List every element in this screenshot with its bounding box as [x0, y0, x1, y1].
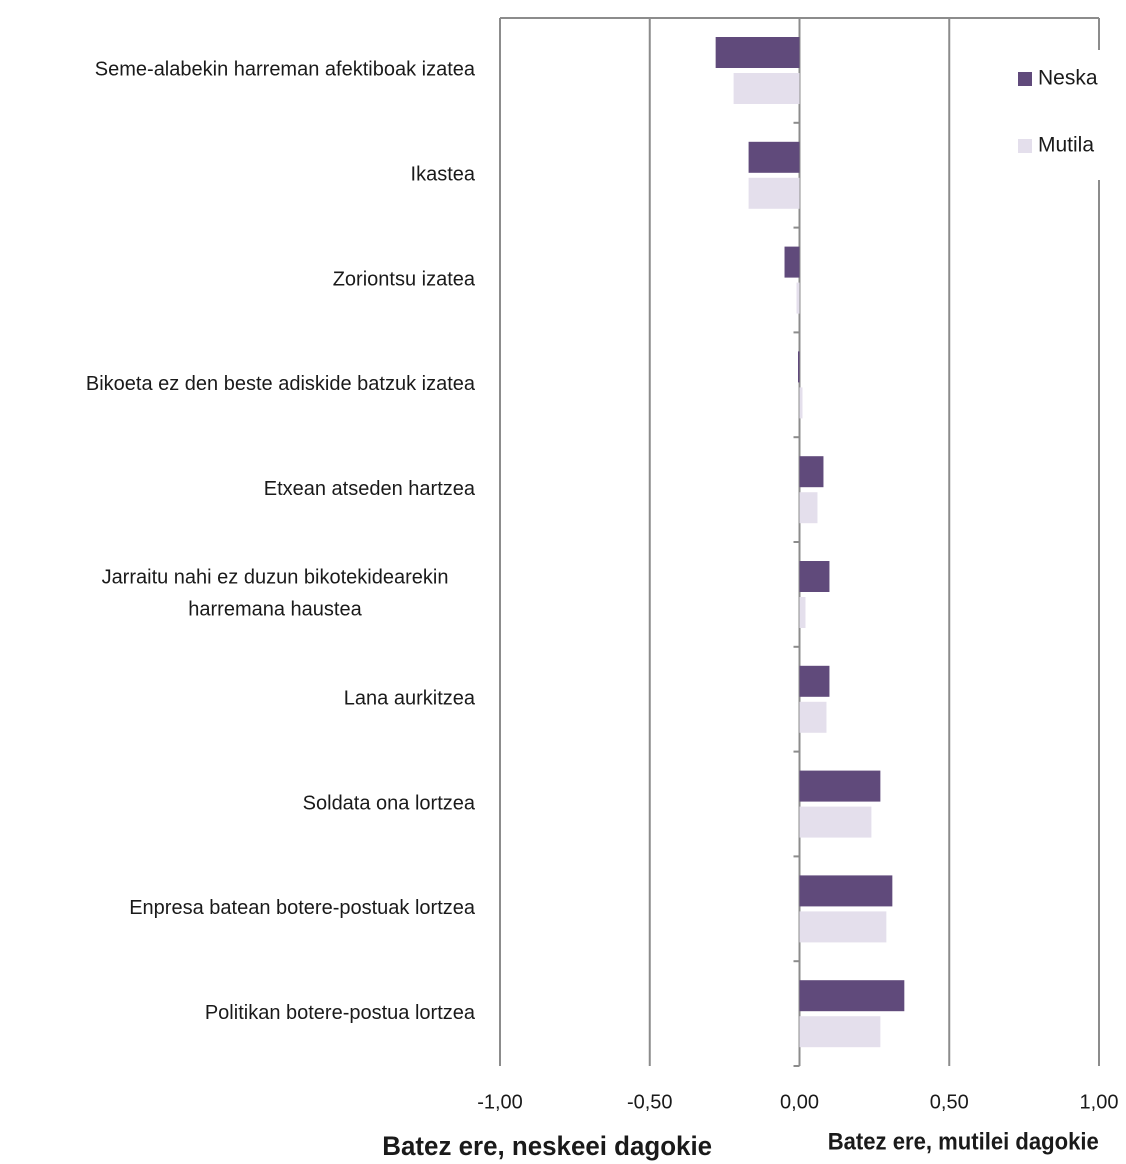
category-label-2: Zoriontsu izatea	[333, 268, 476, 290]
bar-mutila-8	[799, 911, 887, 943]
annotation-left: Batez ere, neskeei dagokie	[382, 1131, 712, 1162]
bar-mutila-4	[799, 492, 818, 524]
bar-mutila-2	[796, 282, 800, 314]
legend-label-neska: Neska	[1038, 67, 1098, 90]
category-label-5-line-0: Jarraitu nahi ez duzun bikotekidearekin	[102, 567, 449, 589]
x-tick-label-4: 1,00	[1080, 1091, 1119, 1113]
category-label-1: Ikastea	[411, 163, 476, 185]
legend-swatch-neska	[1018, 72, 1032, 86]
bar-neska-7	[799, 770, 881, 802]
legend-swatch-mutila	[1018, 139, 1032, 153]
category-label-7: Soldata ona lortzea	[303, 792, 476, 814]
x-tick-label-2: 0,00	[780, 1091, 819, 1113]
legend-label-mutila: Mutila	[1038, 134, 1094, 157]
x-tick-label-3: 0,50	[930, 1091, 969, 1113]
bar-neska-6	[799, 665, 830, 697]
bar-mutila-0	[733, 73, 800, 104]
bar-neska-5	[799, 561, 830, 592]
annotation-right: Batez ere, mutilei dagokie	[828, 1127, 1099, 1154]
category-label-9: Politikan botere-postua lortzea	[205, 1002, 476, 1024]
bar-neska-2	[784, 246, 800, 278]
bar-neska-0	[715, 37, 800, 68]
bar-mutila-9	[799, 1016, 881, 1048]
category-label-4: Etxean atseden hartzea	[264, 478, 476, 500]
bar-mutila-3	[799, 387, 803, 419]
category-label-0: Seme-alabekin harreman afektiboak izatea	[95, 59, 476, 81]
bar-neska-8	[799, 875, 893, 907]
bar-neska-3	[798, 351, 800, 383]
category-label-3: Bikoeta ez den beste adiskide batzuk iza…	[86, 373, 476, 395]
x-tick-label-1: -0,50	[627, 1091, 673, 1113]
bar-neska-9	[799, 980, 905, 1012]
category-label-5-line-1: harremana haustea	[188, 599, 362, 621]
category-label-8: Enpresa batean botere-postuak lortzea	[129, 897, 476, 919]
bar-neska-1	[748, 141, 800, 173]
legend-background	[1008, 50, 1124, 180]
bar-mutila-1	[748, 177, 800, 209]
bar-neska-4	[799, 456, 824, 488]
bar-mutila-5	[799, 597, 806, 628]
bar-mutila-6	[799, 701, 827, 733]
category-label-6: Lana aurkitzea	[344, 687, 476, 709]
bar-mutila-7	[799, 806, 872, 838]
x-tick-label-0: -1,00	[477, 1091, 523, 1113]
